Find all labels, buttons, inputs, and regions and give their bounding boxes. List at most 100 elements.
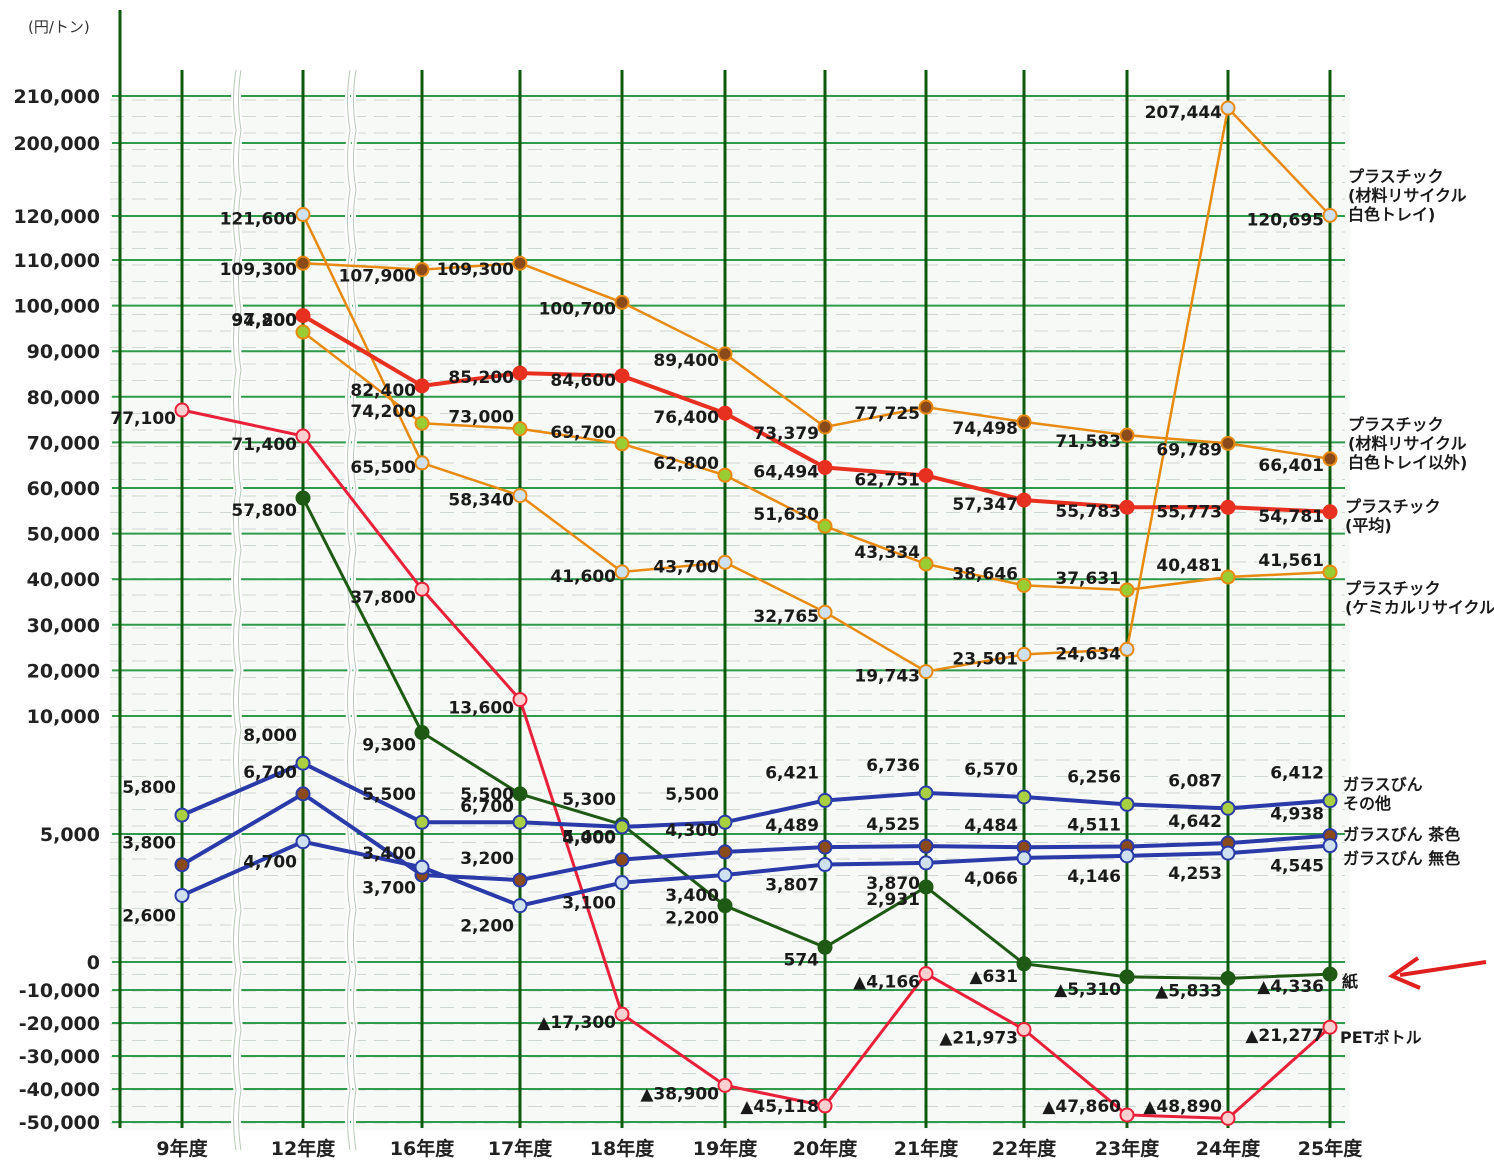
data-label: 5,500 bbox=[362, 785, 416, 805]
data-label: 107,900 bbox=[339, 267, 417, 287]
data-point bbox=[918, 664, 934, 680]
data-point bbox=[295, 207, 311, 223]
data-point bbox=[1119, 1107, 1135, 1123]
data-point bbox=[717, 467, 733, 483]
data-point bbox=[1119, 969, 1135, 985]
series-label: (材料リサイクル bbox=[1348, 434, 1467, 453]
red-arrow-icon bbox=[1387, 956, 1487, 990]
data-point bbox=[918, 467, 934, 483]
y-tick-label: -30,000 bbox=[19, 1046, 100, 1068]
series-label: プラスチック bbox=[1348, 167, 1444, 186]
data-label: 207,444 bbox=[1145, 103, 1223, 123]
y-axis: (円/トン) 210,000 200,000 120,000 110,000 100,0… bbox=[13, 18, 100, 1134]
data-point bbox=[1322, 207, 1338, 223]
data-point bbox=[1220, 1110, 1236, 1126]
data-label: 3,100 bbox=[562, 894, 616, 914]
data-point bbox=[414, 415, 430, 431]
data-point bbox=[414, 859, 430, 875]
data-label: 3,400 bbox=[665, 886, 719, 906]
data-label: ▲21,277 bbox=[1245, 1026, 1324, 1046]
data-point bbox=[1016, 577, 1032, 593]
data-label: 6,700 bbox=[460, 797, 514, 817]
data-point bbox=[1016, 789, 1032, 805]
data-point bbox=[1119, 848, 1135, 864]
y-tick-label: 60,000 bbox=[27, 478, 100, 500]
data-point bbox=[414, 455, 430, 471]
data-point bbox=[918, 838, 934, 854]
axis-break-edge bbox=[233, 69, 237, 1151]
data-point bbox=[614, 852, 630, 868]
data-point bbox=[918, 785, 934, 801]
x-tick-label: 25年度 bbox=[1298, 1137, 1363, 1160]
data-label: 89,400 bbox=[653, 351, 719, 371]
data-point bbox=[295, 755, 311, 771]
data-point bbox=[817, 1098, 833, 1114]
data-label: 5,400 bbox=[562, 828, 616, 848]
series-label: ガラスびん bbox=[1343, 775, 1423, 794]
x-tick-label: 17年度 bbox=[488, 1137, 553, 1160]
data-label: 3,400 bbox=[362, 844, 416, 864]
data-label: 65,500 bbox=[350, 458, 416, 478]
y-tick-label: 70,000 bbox=[27, 432, 100, 454]
data-point bbox=[1322, 1019, 1338, 1035]
data-point bbox=[1220, 845, 1236, 861]
data-point bbox=[717, 867, 733, 883]
data-point bbox=[512, 814, 528, 830]
data-label: 3,870 bbox=[866, 874, 920, 894]
data-label: ▲5,833 bbox=[1155, 981, 1222, 1001]
data-label: 84,600 bbox=[550, 371, 616, 391]
series-label: (材料リサイクル bbox=[1348, 186, 1467, 205]
data-point bbox=[1119, 641, 1135, 657]
data-point bbox=[817, 604, 833, 620]
x-tick-label: 12年度 bbox=[271, 1137, 336, 1160]
series-label: ガラスびん 無色 bbox=[1343, 849, 1460, 868]
y-tick-label: 0 bbox=[87, 952, 100, 974]
data-label: ▲47,860 bbox=[1042, 1097, 1121, 1117]
data-label: 69,789 bbox=[1156, 440, 1222, 460]
data-label: 4,000 bbox=[562, 829, 616, 849]
series-label: 白色トレイ) bbox=[1348, 205, 1435, 224]
data-label: 62,751 bbox=[854, 470, 920, 490]
data-point bbox=[817, 792, 833, 808]
data-point bbox=[512, 255, 528, 271]
data-label: 40,481 bbox=[1156, 556, 1222, 576]
data-point bbox=[1322, 966, 1338, 982]
data-label: 51,630 bbox=[753, 505, 819, 525]
data-label: 94,200 bbox=[231, 311, 297, 331]
data-point bbox=[414, 378, 430, 394]
data-point bbox=[1016, 492, 1032, 508]
series-line bbox=[181, 839, 1331, 908]
data-label: ▲38,900 bbox=[640, 1084, 719, 1104]
data-label: 4,525 bbox=[866, 815, 920, 835]
x-tick-label: 18年度 bbox=[590, 1137, 655, 1160]
x-tick-label: 24年度 bbox=[1196, 1137, 1261, 1160]
y-tick-label: 110,000 bbox=[13, 250, 100, 272]
data-point bbox=[1016, 956, 1032, 972]
data-label: 57,347 bbox=[952, 495, 1018, 515]
series-label: ガラスびん 茶色 bbox=[1343, 825, 1460, 844]
data-label: 3,807 bbox=[765, 876, 819, 896]
series-label: 紙 bbox=[1342, 972, 1358, 991]
data-label: ▲5,310 bbox=[1054, 980, 1121, 1000]
data-point bbox=[614, 875, 630, 891]
data-point bbox=[512, 872, 528, 888]
data-label: 23,501 bbox=[952, 649, 1018, 669]
data-label: 2,200 bbox=[460, 917, 514, 937]
data-label: 19,743 bbox=[854, 667, 920, 687]
data-label: ▲21,973 bbox=[939, 1029, 1018, 1049]
data-point bbox=[414, 725, 430, 741]
data-label: 55,783 bbox=[1055, 502, 1121, 522]
y-tick-label: 30,000 bbox=[27, 615, 100, 637]
data-label: ▲17,300 bbox=[537, 1013, 616, 1033]
data-label: 41,600 bbox=[550, 567, 616, 587]
data-label: 4,545 bbox=[1270, 857, 1324, 877]
data-label: 58,340 bbox=[448, 491, 514, 511]
data-label: 4,489 bbox=[765, 816, 819, 836]
data-point bbox=[1322, 793, 1338, 809]
data-label: 4,700 bbox=[243, 853, 297, 873]
data-point bbox=[512, 421, 528, 437]
data-label: 4,938 bbox=[1270, 805, 1324, 825]
data-point bbox=[1016, 414, 1032, 430]
data-label: 13,600 bbox=[448, 699, 514, 719]
data-label: 54,781 bbox=[1258, 507, 1324, 527]
